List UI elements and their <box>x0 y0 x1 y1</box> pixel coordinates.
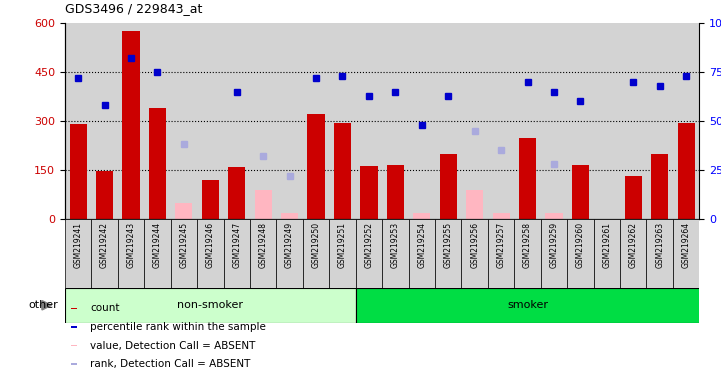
Text: percentile rank within the sample: percentile rank within the sample <box>90 322 266 332</box>
Text: GSM219249: GSM219249 <box>285 222 294 268</box>
Text: GSM219246: GSM219246 <box>205 222 215 268</box>
Bar <box>519 138 536 219</box>
Bar <box>545 213 562 219</box>
Text: GSM219257: GSM219257 <box>497 222 505 268</box>
Text: GSM219241: GSM219241 <box>74 222 83 268</box>
Bar <box>334 122 351 219</box>
Bar <box>572 165 589 219</box>
Bar <box>440 154 457 219</box>
Text: GSM219262: GSM219262 <box>629 222 638 268</box>
Text: GSM219247: GSM219247 <box>232 222 242 268</box>
Text: GSM219244: GSM219244 <box>153 222 162 268</box>
Bar <box>678 122 695 219</box>
Text: GSM219254: GSM219254 <box>417 222 426 268</box>
FancyBboxPatch shape <box>461 219 488 288</box>
Bar <box>413 213 430 219</box>
Text: GSM219251: GSM219251 <box>338 222 347 268</box>
Text: non-smoker: non-smoker <box>177 300 243 310</box>
Text: GSM219250: GSM219250 <box>311 222 321 268</box>
Bar <box>123 31 140 219</box>
Bar <box>69 124 87 219</box>
Text: smoker: smoker <box>507 300 548 310</box>
FancyBboxPatch shape <box>488 219 514 288</box>
Bar <box>466 190 483 219</box>
Bar <box>149 108 166 219</box>
Text: GSM219258: GSM219258 <box>523 222 532 268</box>
FancyBboxPatch shape <box>224 219 250 288</box>
FancyBboxPatch shape <box>276 219 303 288</box>
Bar <box>175 203 193 219</box>
Text: other: other <box>28 300 58 310</box>
FancyBboxPatch shape <box>197 219 224 288</box>
Text: GSM219243: GSM219243 <box>126 222 136 268</box>
FancyBboxPatch shape <box>329 219 355 288</box>
Bar <box>228 167 245 219</box>
FancyBboxPatch shape <box>303 219 329 288</box>
Text: GSM219259: GSM219259 <box>549 222 559 268</box>
Bar <box>492 213 510 219</box>
Bar <box>71 326 77 328</box>
Bar <box>65 288 355 323</box>
Text: GSM219242: GSM219242 <box>100 222 109 268</box>
Text: GSM219253: GSM219253 <box>391 222 400 268</box>
FancyBboxPatch shape <box>593 219 620 288</box>
FancyBboxPatch shape <box>355 219 382 288</box>
Text: GSM219256: GSM219256 <box>470 222 479 268</box>
FancyBboxPatch shape <box>144 219 171 288</box>
Bar <box>202 180 219 219</box>
FancyBboxPatch shape <box>541 219 567 288</box>
Bar <box>624 177 642 219</box>
FancyBboxPatch shape <box>171 219 197 288</box>
Text: GSM219255: GSM219255 <box>443 222 453 268</box>
Text: count: count <box>90 303 120 313</box>
FancyBboxPatch shape <box>620 219 647 288</box>
FancyBboxPatch shape <box>673 219 699 288</box>
Text: GSM219245: GSM219245 <box>180 222 188 268</box>
FancyBboxPatch shape <box>647 219 673 288</box>
Bar <box>71 345 77 346</box>
FancyBboxPatch shape <box>118 219 144 288</box>
FancyBboxPatch shape <box>65 219 92 288</box>
Bar <box>71 363 77 365</box>
FancyBboxPatch shape <box>435 219 461 288</box>
FancyBboxPatch shape <box>409 219 435 288</box>
FancyBboxPatch shape <box>250 219 276 288</box>
Text: GSM219252: GSM219252 <box>364 222 373 268</box>
Text: GSM219264: GSM219264 <box>681 222 691 268</box>
Text: value, Detection Call = ABSENT: value, Detection Call = ABSENT <box>90 341 256 351</box>
Bar <box>360 166 378 219</box>
Bar <box>71 308 77 309</box>
Bar <box>355 288 712 323</box>
Text: GSM219260: GSM219260 <box>576 222 585 268</box>
Bar <box>255 190 272 219</box>
Bar <box>386 165 404 219</box>
FancyBboxPatch shape <box>567 219 593 288</box>
Text: GDS3496 / 229843_at: GDS3496 / 229843_at <box>65 2 203 15</box>
Text: GSM219248: GSM219248 <box>259 222 267 268</box>
Bar <box>281 213 298 219</box>
Text: GSM219261: GSM219261 <box>602 222 611 268</box>
Text: GSM219263: GSM219263 <box>655 222 664 268</box>
FancyBboxPatch shape <box>382 219 409 288</box>
Bar <box>651 154 668 219</box>
Bar <box>307 114 324 219</box>
FancyBboxPatch shape <box>92 219 118 288</box>
Bar <box>96 170 113 219</box>
FancyBboxPatch shape <box>514 219 541 288</box>
Text: rank, Detection Call = ABSENT: rank, Detection Call = ABSENT <box>90 359 251 369</box>
